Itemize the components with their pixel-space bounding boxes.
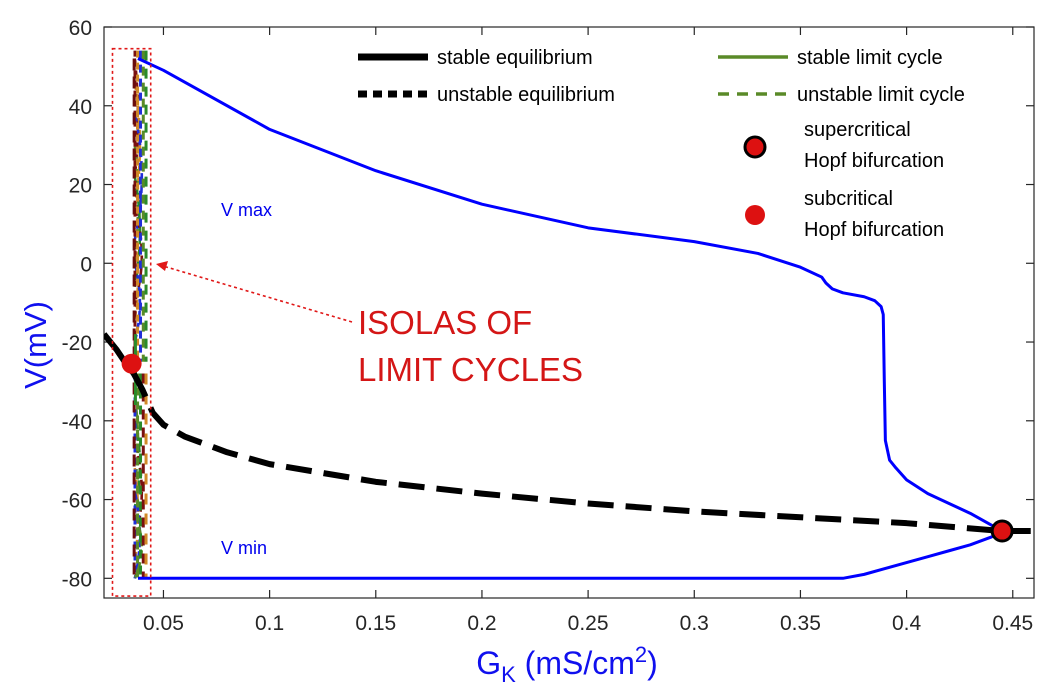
legend-label-subcritical-line1: subcritical <box>804 188 893 210</box>
x-tick-label: 0.35 <box>780 612 821 635</box>
subcritical-hopf-point <box>121 353 142 374</box>
stable-limit-cycle-line <box>137 57 1003 533</box>
vmin-label: V min <box>221 538 267 558</box>
x-tick-label: 0.1 <box>255 612 284 635</box>
isola-region-box <box>111 47 152 597</box>
legend: stable equilibrium unstable equilibrium … <box>358 47 965 241</box>
hopf-markers <box>121 353 1014 543</box>
x-tick-label: 0.2 <box>467 612 496 635</box>
x-axis-label-sub: K <box>501 662 516 687</box>
plot-area-frame <box>103 26 1035 599</box>
x-axis-label: GK (mS/cm2) <box>476 642 658 687</box>
isola-label-line2: LIMIT CYCLES <box>358 351 583 388</box>
x-axis-label-close: ) <box>647 645 658 681</box>
legend-label-stable-equilibrium: stable equilibrium <box>437 47 593 69</box>
legend-label-subcritical-line2: Hopf bifurcation <box>804 219 944 241</box>
legend-marker-supercritical <box>743 135 767 159</box>
x-tick-label: 0.15 <box>355 612 396 635</box>
legend-label-stable-limit-cycle: stable limit cycle <box>797 47 943 69</box>
y-tick-label: -80 <box>62 568 92 591</box>
stable-limit-cycle-line <box>137 529 1003 580</box>
legend-label-unstable-equilibrium: unstable equilibrium <box>437 84 615 106</box>
isola-limit-cycle <box>133 144 140 264</box>
y-tick-label: 40 <box>69 96 92 119</box>
legend-marker-subcritical <box>745 205 765 225</box>
x-tick-label: 0.05 <box>143 612 184 635</box>
y-tick-label: -60 <box>62 490 92 513</box>
legend-label-unstable-limit-cycle: unstable limit cycle <box>797 84 965 106</box>
y-tick-label: -40 <box>62 411 92 434</box>
y-tick-label: 60 <box>69 17 92 40</box>
isola-limit-cycle <box>133 467 140 563</box>
isola-arrow-line <box>162 265 353 323</box>
x-axis-label-sup: 2 <box>635 642 647 667</box>
isola-curves <box>132 50 148 579</box>
x-axis-label-main: G <box>476 645 501 681</box>
y-tick-label: 0 <box>80 253 92 276</box>
x-axis-label-unit: (mS/cm <box>516 645 635 681</box>
unstable-equilibrium-line <box>131 372 1034 535</box>
axis-ticks: 0.05 0.1 0.15 0.2 0.25 0.3 0.35 0.4 0.45 -80 -60 -4… <box>62 17 1034 635</box>
y-tick-label: -20 <box>62 332 92 355</box>
x-tick-label: 0.25 <box>568 612 609 635</box>
isola-label-line1: ISOLAS OF <box>358 304 532 341</box>
vmax-label: V max <box>221 200 272 220</box>
supercritical-hopf-point <box>990 519 1014 543</box>
x-tick-label: 0.4 <box>892 612 922 635</box>
x-tick-label: 0.45 <box>992 612 1033 635</box>
x-tick-label: 0.3 <box>680 612 709 635</box>
y-tick-label: 20 <box>69 175 92 198</box>
legend-label-supercritical-line2: Hopf bifurcation <box>804 150 944 172</box>
y-axis-label: V(mV) <box>18 301 53 389</box>
isola-arrow-head <box>156 261 168 271</box>
series-lines <box>104 57 1034 580</box>
legend-label-supercritical-line1: supercritical <box>804 119 911 141</box>
